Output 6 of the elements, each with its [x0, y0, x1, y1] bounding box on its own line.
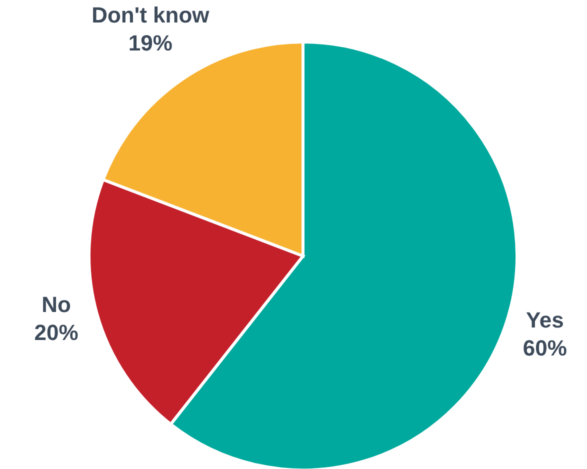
data-label: 20%: [34, 320, 78, 346]
data-label: 19%: [128, 30, 172, 56]
data-label: 60%: [522, 336, 567, 361]
slice-label: Yes: [526, 308, 564, 333]
slice-label: Don't know: [92, 2, 210, 28]
slice-label: No: [42, 292, 71, 318]
